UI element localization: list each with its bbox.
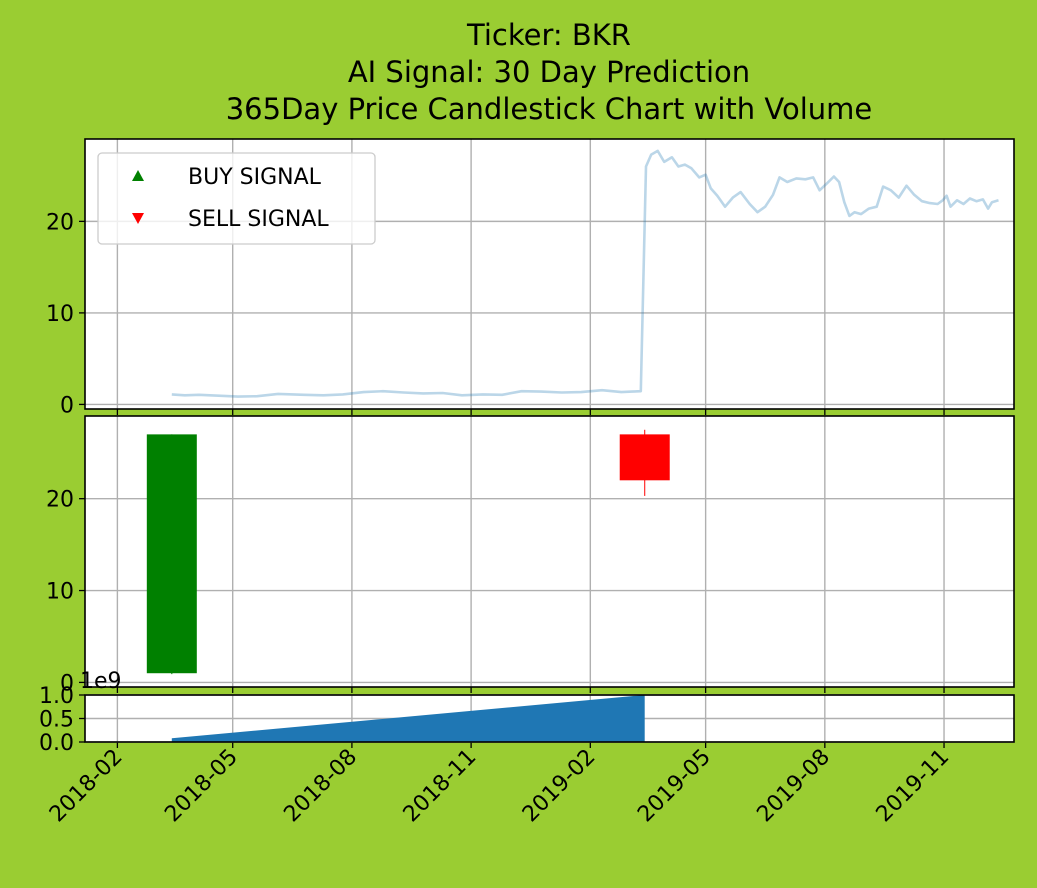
volume-area [171, 695, 645, 742]
x-tick-label: 2018-02 [45, 745, 128, 828]
candle-body-down [619, 434, 670, 481]
y-tick-label: 0 [60, 393, 74, 418]
volume-offset-label: 1e9 [80, 669, 122, 694]
legend-sell-marker [132, 213, 144, 224]
y-tick-label: 0 [60, 671, 74, 696]
panel-2-background [85, 416, 1014, 687]
x-tick-label: 2019-11 [872, 745, 955, 828]
y-tick-label: 0.0 [39, 731, 74, 756]
x-tick-label: 2018-05 [160, 745, 243, 828]
x-tick-label: 2018-11 [399, 745, 482, 828]
legend-entry-label: BUY SIGNAL [188, 165, 322, 190]
x-tick-label: 2018-08 [279, 745, 362, 828]
panel-2-frame [84, 415, 1015, 688]
legend-entry-label: SELL SIGNAL [188, 207, 329, 232]
panel-1-frame [84, 138, 1015, 410]
y-tick-label: 10 [46, 580, 74, 605]
candle-body-up [146, 434, 197, 674]
y-tick-label: 10 [46, 302, 74, 327]
panel-3-frame [84, 694, 1015, 743]
y-tick-label: 20 [46, 488, 74, 513]
legend-box [97, 152, 376, 245]
legend-buy-marker [132, 170, 144, 181]
x-tick-label: 2019-08 [752, 745, 835, 828]
chart-title-line: AI Signal: 30 Day Prediction [348, 55, 750, 89]
price-line [171, 149, 999, 398]
chart-title-line: 365Day Price Candlestick Chart with Volu… [226, 92, 873, 126]
y-tick-label: 0.5 [39, 708, 74, 733]
chart-title-line: Ticker: BKR [466, 18, 631, 52]
y-tick-label: 1.0 [39, 684, 74, 709]
x-tick-label: 2019-05 [633, 745, 716, 828]
x-tick-label: 2019-02 [518, 745, 601, 828]
y-tick-label: 20 [46, 210, 74, 235]
